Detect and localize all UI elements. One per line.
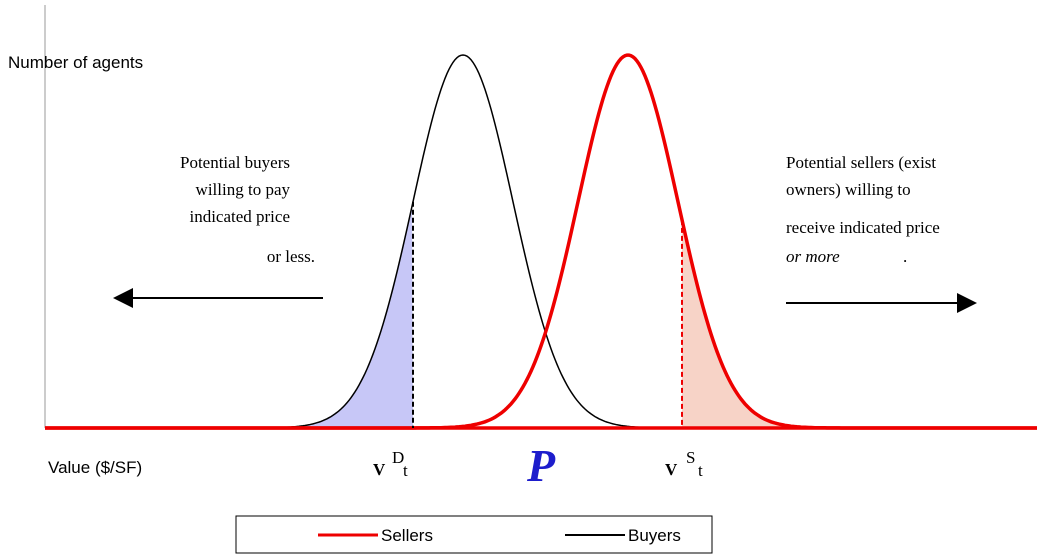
note-line: or less. (267, 247, 315, 266)
note-line: willing to pay (196, 180, 291, 199)
marker-sub: t (403, 461, 408, 480)
legend-label: Sellers (381, 526, 433, 545)
marker-sup: S (686, 448, 695, 467)
legend (235, 515, 713, 554)
sellers-curve (45, 53, 1037, 430)
note-line: or more (786, 247, 840, 266)
note-line: indicated price (189, 207, 290, 226)
buyers-curve (45, 54, 1037, 429)
x-axis-label: Value ($/SF) (48, 458, 142, 477)
marker-sup: D (392, 448, 404, 467)
note-line: . (903, 247, 907, 266)
marker-symbol: V (373, 460, 386, 479)
note-line: Potential buyers (180, 153, 290, 172)
buyers-shade (280, 206, 413, 428)
legend-label: Buyers (628, 526, 681, 545)
note-line: receive indicated price (786, 218, 940, 237)
marker-symbol: V (665, 460, 678, 479)
marker-sub: t (698, 461, 703, 480)
note-line: owners) willing to (786, 180, 911, 199)
sellers-shade (682, 219, 800, 428)
note-line: Potential sellers (exist (786, 153, 936, 172)
price-marker: P (526, 440, 556, 491)
y-axis-label: Number of agents (8, 53, 143, 72)
